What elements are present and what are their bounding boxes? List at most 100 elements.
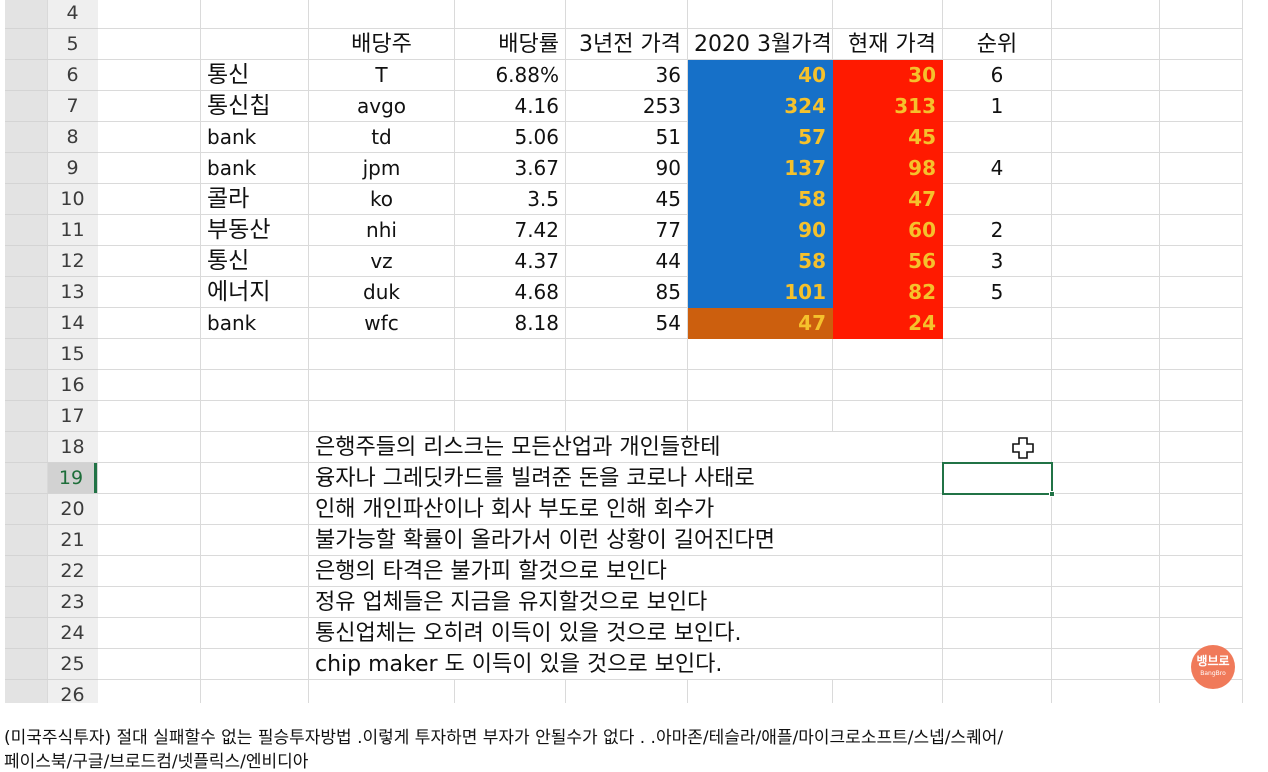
data-cell[interactable]: 47 xyxy=(833,184,943,215)
cell[interactable] xyxy=(688,401,833,432)
cell[interactable] xyxy=(455,649,566,680)
data-cell[interactable]: 4 xyxy=(943,153,1052,184)
data-cell[interactable]: nhi xyxy=(309,215,455,246)
cell[interactable] xyxy=(98,556,201,587)
cell[interactable] xyxy=(98,525,201,556)
cell[interactable] xyxy=(1160,587,1243,618)
cell[interactable] xyxy=(201,618,309,649)
cell[interactable] xyxy=(201,370,309,401)
data-cell[interactable]: 4.68 xyxy=(455,277,566,308)
cell[interactable] xyxy=(1160,680,1243,703)
cell[interactable] xyxy=(98,29,201,60)
data-cell[interactable]: 77 xyxy=(566,215,688,246)
row-header[interactable]: 10 xyxy=(5,184,98,215)
data-cell[interactable]: 3.67 xyxy=(455,153,566,184)
row-header[interactable]: 12 xyxy=(5,246,98,277)
cell[interactable] xyxy=(1052,649,1160,680)
cell[interactable] xyxy=(833,618,943,649)
cell[interactable] xyxy=(201,649,309,680)
cell[interactable] xyxy=(201,401,309,432)
column-header-cell[interactable]: 현재 가격 xyxy=(833,29,943,60)
cell[interactable] xyxy=(1052,277,1160,308)
row-header[interactable]: 14 xyxy=(5,308,98,339)
data-cell[interactable]: 85 xyxy=(566,277,688,308)
data-cell[interactable]: bank xyxy=(201,308,309,339)
cell[interactable] xyxy=(98,494,201,525)
cell[interactable] xyxy=(688,680,833,703)
data-cell[interactable]: 부동산 xyxy=(201,215,309,246)
cell[interactable] xyxy=(98,401,201,432)
cell[interactable] xyxy=(1160,29,1243,60)
cell[interactable] xyxy=(833,680,943,703)
cell[interactable] xyxy=(1160,308,1243,339)
note-cell[interactable]: 정유 업체들은 지금을 유지할것으로 보인다 xyxy=(309,587,707,618)
data-cell[interactable]: 콜라 xyxy=(201,184,309,215)
column-header-cell[interactable]: 배당주 xyxy=(309,29,455,60)
cell[interactable] xyxy=(566,370,688,401)
cell[interactable] xyxy=(1052,463,1160,494)
column-header-cell[interactable]: 순위 xyxy=(943,29,1052,60)
note-cell[interactable]: chip maker 도 이득이 있을 것으로 보인다. xyxy=(309,649,722,680)
cell[interactable] xyxy=(1160,215,1243,246)
row-header[interactable]: 17 xyxy=(5,401,98,432)
data-cell[interactable]: 324 xyxy=(688,91,833,122)
cell[interactable] xyxy=(833,0,943,29)
cell[interactable] xyxy=(833,401,943,432)
note-cell[interactable]: 불가능할 확률이 올라가서 이런 상황이 길어진다면 xyxy=(309,525,775,556)
active-cell-selection[interactable] xyxy=(942,462,1053,495)
data-cell[interactable]: 51 xyxy=(566,122,688,153)
fill-handle[interactable] xyxy=(1049,491,1055,497)
cell[interactable] xyxy=(833,649,943,680)
data-cell[interactable]: 통신 xyxy=(201,246,309,277)
cell[interactable] xyxy=(455,0,566,29)
data-cell[interactable]: 137 xyxy=(688,153,833,184)
cell[interactable] xyxy=(833,587,943,618)
cell[interactable] xyxy=(98,277,201,308)
cell[interactable] xyxy=(566,401,688,432)
cell[interactable] xyxy=(1052,246,1160,277)
cell[interactable] xyxy=(309,680,455,703)
cell[interactable] xyxy=(566,587,688,618)
cell[interactable] xyxy=(566,494,688,525)
cell[interactable] xyxy=(309,401,455,432)
cell[interactable] xyxy=(98,308,201,339)
cell[interactable] xyxy=(1052,680,1160,703)
data-cell[interactable]: 60 xyxy=(833,215,943,246)
cell[interactable] xyxy=(943,556,1052,587)
cell[interactable] xyxy=(943,618,1052,649)
row-header[interactable]: 6 xyxy=(5,60,98,91)
cell[interactable] xyxy=(309,339,455,370)
cell[interactable] xyxy=(201,494,309,525)
cell[interactable] xyxy=(1160,184,1243,215)
cell[interactable] xyxy=(98,618,201,649)
data-cell[interactable]: 4.37 xyxy=(455,246,566,277)
data-cell[interactable]: wfc xyxy=(309,308,455,339)
data-cell[interactable]: ko xyxy=(309,184,455,215)
row-header[interactable]: 7 xyxy=(5,91,98,122)
data-cell[interactable]: 54 xyxy=(566,308,688,339)
cell[interactable] xyxy=(1052,29,1160,60)
cell[interactable] xyxy=(1052,215,1160,246)
row-header[interactable]: 4 xyxy=(5,0,98,29)
cell[interactable] xyxy=(566,463,688,494)
cell[interactable] xyxy=(1052,91,1160,122)
cell[interactable] xyxy=(1160,339,1243,370)
cell[interactable] xyxy=(943,525,1052,556)
data-cell[interactable]: 통신 xyxy=(201,60,309,91)
row-header[interactable]: 9 xyxy=(5,153,98,184)
cell[interactable] xyxy=(943,370,1052,401)
cell[interactable] xyxy=(688,556,833,587)
cell[interactable] xyxy=(566,556,688,587)
cell[interactable] xyxy=(833,463,943,494)
cell[interactable] xyxy=(1052,494,1160,525)
data-cell[interactable]: vz xyxy=(309,246,455,277)
data-cell[interactable]: avgo xyxy=(309,91,455,122)
cell[interactable] xyxy=(1160,618,1243,649)
cell[interactable] xyxy=(833,525,943,556)
row-header[interactable]: 11 xyxy=(5,215,98,246)
cell[interactable] xyxy=(943,401,1052,432)
cell[interactable] xyxy=(1160,401,1243,432)
row-header[interactable]: 24 xyxy=(5,618,98,649)
row-header[interactable]: 26 xyxy=(5,680,98,703)
note-cell[interactable]: 인해 개인파산이나 회사 부도로 인해 회수가 xyxy=(309,494,714,525)
